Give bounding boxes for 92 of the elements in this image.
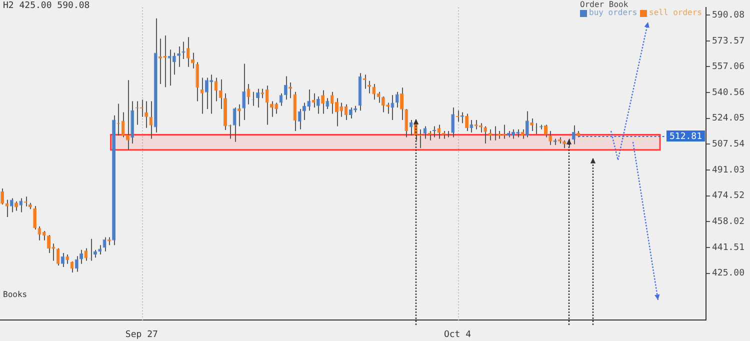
- candlestick: [200, 77, 204, 114]
- candlestick: [474, 120, 478, 130]
- candlestick: [196, 62, 200, 102]
- annotation: sell orders: [649, 8, 702, 17]
- candlestick: [33, 206, 37, 230]
- candlestick: [288, 82, 292, 99]
- candlestick: [395, 91, 399, 108]
- candlestick: [409, 120, 413, 136]
- candlestick: [530, 118, 534, 132]
- y-tick-label: 474.52: [712, 191, 745, 202]
- candlestick: [214, 77, 218, 102]
- annotation: Books: [3, 290, 28, 299]
- candlestick: [0, 188, 4, 205]
- candlestick: [298, 108, 302, 130]
- ref-line-label: 512.81: [669, 132, 702, 142]
- candlestick: [386, 102, 390, 114]
- candlestick: [390, 94, 394, 121]
- candlestick: [186, 36, 190, 68]
- candlestick: [42, 230, 46, 241]
- candlestick: [284, 76, 288, 100]
- candlestick: [307, 89, 311, 112]
- candlestick: [465, 113, 469, 132]
- candlestick: [400, 87, 404, 121]
- x-tick-label: Oct 4: [444, 330, 472, 340]
- candlestick: [451, 106, 455, 138]
- candlestick: [144, 100, 148, 128]
- candlestick: [74, 256, 78, 272]
- candlestick: [404, 108, 408, 138]
- candlestick: [348, 106, 352, 119]
- candlestick: [191, 52, 194, 69]
- candlestick: [330, 91, 334, 114]
- y-tick-label: 458.02: [712, 216, 745, 227]
- candlestick: [47, 234, 51, 254]
- x-tick-label: Sep 27: [125, 330, 158, 340]
- candlestick: [256, 88, 260, 108]
- candlestick: [265, 85, 269, 126]
- y-tick-label: 507.54: [712, 140, 745, 150]
- candlestick: [362, 74, 366, 90]
- candlestick: [121, 112, 125, 138]
- candlestick: [344, 104, 348, 121]
- candlestick: [56, 248, 60, 266]
- candlestick: [372, 84, 376, 100]
- candlestick: [177, 46, 181, 68]
- candlestick: [381, 96, 385, 113]
- candlestick: [232, 106, 236, 142]
- candlestick: [38, 226, 42, 241]
- candlestick: [19, 198, 23, 213]
- candlestick: [84, 248, 88, 262]
- candlestick: [5, 199, 9, 218]
- candlestick: [470, 120, 474, 134]
- candlestick: [204, 77, 208, 110]
- candlestick: [168, 49, 172, 86]
- candlestick: [218, 78, 222, 110]
- y-tick-label: 540.56: [712, 88, 745, 98]
- candlestick: [60, 252, 64, 268]
- candlestick: [544, 124, 548, 138]
- y-tick-label: 573.57: [712, 36, 745, 46]
- candlestick: [14, 200, 18, 212]
- y-tick-label: 590.08: [712, 10, 745, 20]
- candlestick: [149, 100, 153, 140]
- candlestick: [210, 74, 214, 114]
- annotation: buy orders: [589, 8, 638, 17]
- candlestick: [525, 110, 529, 138]
- candlestick: [312, 92, 316, 108]
- y-tick-label: 425.00: [712, 268, 745, 279]
- candlestick: [484, 126, 488, 144]
- candlestick: [242, 63, 246, 121]
- candlestick: [80, 249, 84, 264]
- candlestick: [376, 91, 380, 104]
- candlestick: [158, 38, 162, 85]
- y-tick-label: 557.06: [712, 62, 745, 72]
- candlestick: [437, 124, 441, 140]
- candlestick: [66, 254, 70, 264]
- candlestick: [10, 198, 14, 213]
- y-tick-label: 491.03: [712, 165, 745, 176]
- candlestick: [520, 128, 524, 140]
- candlestick: [274, 102, 278, 114]
- candlestick: [326, 98, 330, 110]
- candlestick: [321, 90, 325, 114]
- candlestick: [572, 124, 576, 145]
- candlestick: [182, 41, 185, 60]
- candlestick: [316, 96, 320, 114]
- annotation: Order Book: [580, 0, 628, 9]
- candlestick: [340, 102, 344, 118]
- candlestick: [126, 80, 130, 150]
- chart-title: H2 425.00 590.08: [3, 1, 90, 11]
- candlestick: [548, 130, 552, 146]
- candlestick: [98, 244, 102, 256]
- y-tick-label: 524.05: [712, 114, 745, 124]
- candlestick: [432, 126, 436, 138]
- candlestick: [270, 100, 274, 118]
- y-tick-label: 441.51: [712, 242, 745, 253]
